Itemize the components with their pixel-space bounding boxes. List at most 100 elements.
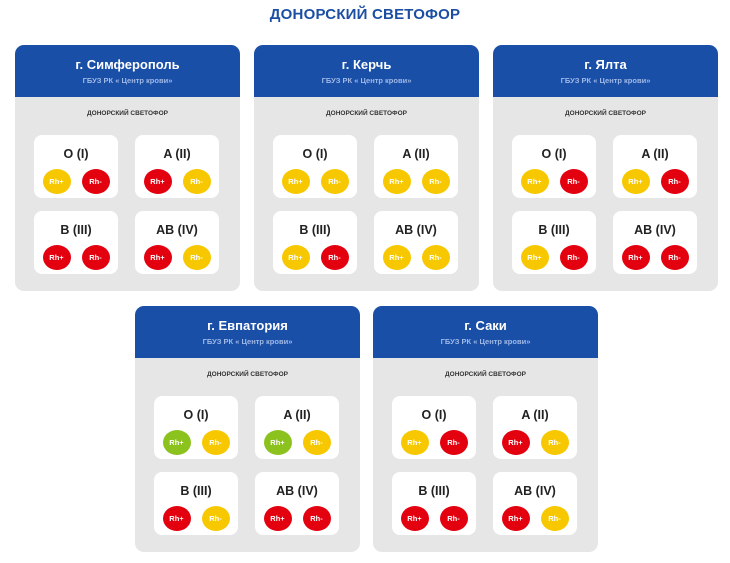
card-subtitle: ДОНОРСКИЙ СВЕТОФОР bbox=[445, 371, 526, 378]
blood-group-name: O (I) bbox=[541, 147, 567, 161]
rh-negative-indicator: Rh- bbox=[81, 169, 110, 194]
blood-group-cell: O (I) Rh+ Rh- bbox=[154, 396, 238, 459]
rh-positive-indicator: Rh+ bbox=[520, 169, 549, 194]
city-name: г. Саки bbox=[464, 318, 507, 333]
blood-group-cell: A (II) Rh+ Rh- bbox=[135, 135, 219, 198]
rh-positive-indicator: Rh+ bbox=[382, 169, 411, 194]
blood-group-name: A (II) bbox=[283, 408, 311, 422]
blood-group-cell: O (I) Rh+ Rh- bbox=[512, 135, 596, 198]
rh-negative-indicator: Rh- bbox=[660, 245, 689, 270]
rh-negative-indicator: Rh- bbox=[320, 169, 349, 194]
rh-positive-indicator: Rh+ bbox=[400, 430, 429, 455]
rh-positive-indicator: Rh+ bbox=[42, 169, 71, 194]
blood-group-cell: A (II) Rh+ Rh- bbox=[374, 135, 458, 198]
blood-group-cell: O (I) Rh+ Rh- bbox=[34, 135, 118, 198]
city-card: г. Керчь ГБУЗ РК « Центр крови» ДОНОРСКИ… bbox=[254, 45, 479, 291]
blood-group-name: O (I) bbox=[302, 147, 328, 161]
organization-name: ГБУЗ РК « Центр крови» bbox=[440, 337, 531, 346]
organization-name: ГБУЗ РК « Центр крови» bbox=[82, 76, 173, 85]
blood-group-grid: O (I) Rh+ Rh- A (II) Rh+ Rh- B (III) Rh+… bbox=[273, 135, 458, 274]
city-name: г. Керчь bbox=[341, 57, 392, 72]
rh-negative-indicator: Rh- bbox=[201, 430, 230, 455]
card-subtitle: ДОНОРСКИЙ СВЕТОФОР bbox=[565, 110, 646, 117]
blood-group-name: B (III) bbox=[299, 223, 331, 237]
blood-group-name: A (II) bbox=[521, 408, 549, 422]
rh-negative-indicator: Rh- bbox=[421, 169, 450, 194]
card-header: г. Саки ГБУЗ РК « Центр крови» bbox=[373, 306, 598, 358]
blood-group-cell: B (III) Rh+ Rh- bbox=[154, 472, 238, 535]
blood-group-name: AB (IV) bbox=[276, 484, 318, 498]
city-card: г. Саки ГБУЗ РК « Центр крови» ДОНОРСКИЙ… bbox=[373, 306, 598, 552]
rh-positive-indicator: Rh+ bbox=[263, 506, 292, 531]
rh-negative-indicator: Rh- bbox=[302, 506, 331, 531]
organization-name: ГБУЗ РК « Центр крови» bbox=[560, 76, 651, 85]
blood-group-name: B (III) bbox=[418, 484, 450, 498]
rh-negative-indicator: Rh- bbox=[182, 169, 211, 194]
city-name: г. Ялта bbox=[584, 57, 627, 72]
rh-positive-indicator: Rh+ bbox=[520, 245, 549, 270]
rh-positive-indicator: Rh+ bbox=[281, 169, 310, 194]
rh-negative-indicator: Rh- bbox=[559, 169, 588, 194]
rh-negative-indicator: Rh- bbox=[439, 506, 468, 531]
card-subtitle: ДОНОРСКИЙ СВЕТОФОР bbox=[326, 110, 407, 117]
blood-group-name: A (II) bbox=[641, 147, 669, 161]
city-card: г. Ялта ГБУЗ РК « Центр крови» ДОНОРСКИЙ… bbox=[493, 45, 718, 291]
rh-negative-indicator: Rh- bbox=[660, 169, 689, 194]
blood-group-grid: O (I) Rh+ Rh- A (II) Rh+ Rh- B (III) Rh+… bbox=[154, 396, 339, 535]
blood-group-cell: B (III) Rh+ Rh- bbox=[512, 211, 596, 274]
organization-name: ГБУЗ РК « Центр крови» bbox=[321, 76, 412, 85]
rh-negative-indicator: Rh- bbox=[540, 506, 569, 531]
blood-group-name: AB (IV) bbox=[395, 223, 437, 237]
blood-group-cell: A (II) Rh+ Rh- bbox=[493, 396, 577, 459]
blood-group-name: AB (IV) bbox=[156, 223, 198, 237]
blood-group-name: O (I) bbox=[183, 408, 209, 422]
rh-positive-indicator: Rh+ bbox=[162, 430, 191, 455]
blood-group-name: B (III) bbox=[180, 484, 212, 498]
rh-negative-indicator: Rh- bbox=[421, 245, 450, 270]
card-header: г. Евпатория ГБУЗ РК « Центр крови» bbox=[135, 306, 360, 358]
blood-group-grid: O (I) Rh+ Rh- A (II) Rh+ Rh- B (III) Rh+… bbox=[512, 135, 697, 274]
blood-group-cell: AB (IV) Rh+ Rh- bbox=[374, 211, 458, 274]
rh-negative-indicator: Rh- bbox=[540, 430, 569, 455]
rh-positive-indicator: Rh+ bbox=[162, 506, 191, 531]
city-card: г. Симферополь ГБУЗ РК « Центр крови» ДО… bbox=[15, 45, 240, 291]
blood-group-name: O (I) bbox=[421, 408, 447, 422]
rh-negative-indicator: Rh- bbox=[201, 506, 230, 531]
rh-negative-indicator: Rh- bbox=[320, 245, 349, 270]
page-title: ДОНОРСКИЙ СВЕТОФОР bbox=[269, 6, 461, 23]
city-name: г. Евпатория bbox=[207, 318, 288, 333]
rh-positive-indicator: Rh+ bbox=[621, 245, 650, 270]
rh-negative-indicator: Rh- bbox=[559, 245, 588, 270]
card-header: г. Симферополь ГБУЗ РК « Центр крови» bbox=[15, 45, 240, 97]
card-header: г. Ялта ГБУЗ РК « Центр крови» bbox=[493, 45, 718, 97]
blood-group-name: AB (IV) bbox=[514, 484, 556, 498]
rh-positive-indicator: Rh+ bbox=[263, 430, 292, 455]
rh-positive-indicator: Rh+ bbox=[143, 169, 172, 194]
rh-positive-indicator: Rh+ bbox=[501, 506, 530, 531]
card-subtitle: ДОНОРСКИЙ СВЕТОФОР bbox=[207, 371, 288, 378]
blood-group-name: B (III) bbox=[60, 223, 92, 237]
rh-positive-indicator: Rh+ bbox=[501, 430, 530, 455]
rh-negative-indicator: Rh- bbox=[439, 430, 468, 455]
blood-group-name: A (II) bbox=[163, 147, 191, 161]
rh-negative-indicator: Rh- bbox=[81, 245, 110, 270]
organization-name: ГБУЗ РК « Центр крови» bbox=[202, 337, 293, 346]
blood-group-grid: O (I) Rh+ Rh- A (II) Rh+ Rh- B (III) Rh+… bbox=[392, 396, 577, 535]
blood-group-cell: O (I) Rh+ Rh- bbox=[273, 135, 357, 198]
card-header: г. Керчь ГБУЗ РК « Центр крови» bbox=[254, 45, 479, 97]
blood-group-cell: AB (IV) Rh+ Rh- bbox=[135, 211, 219, 274]
blood-group-name: AB (IV) bbox=[634, 223, 676, 237]
rh-positive-indicator: Rh+ bbox=[382, 245, 411, 270]
rh-positive-indicator: Rh+ bbox=[281, 245, 310, 270]
blood-group-cell: AB (IV) Rh+ Rh- bbox=[613, 211, 697, 274]
blood-group-name: A (II) bbox=[402, 147, 430, 161]
rh-negative-indicator: Rh- bbox=[302, 430, 331, 455]
rh-positive-indicator: Rh+ bbox=[621, 169, 650, 194]
rh-positive-indicator: Rh+ bbox=[42, 245, 71, 270]
blood-group-grid: O (I) Rh+ Rh- A (II) Rh+ Rh- B (III) Rh+… bbox=[34, 135, 219, 274]
city-name: г. Симферополь bbox=[75, 57, 180, 72]
rh-positive-indicator: Rh+ bbox=[143, 245, 172, 270]
blood-group-cell: AB (IV) Rh+ Rh- bbox=[255, 472, 339, 535]
blood-group-cell: B (III) Rh+ Rh- bbox=[34, 211, 118, 274]
blood-group-name: O (I) bbox=[63, 147, 89, 161]
